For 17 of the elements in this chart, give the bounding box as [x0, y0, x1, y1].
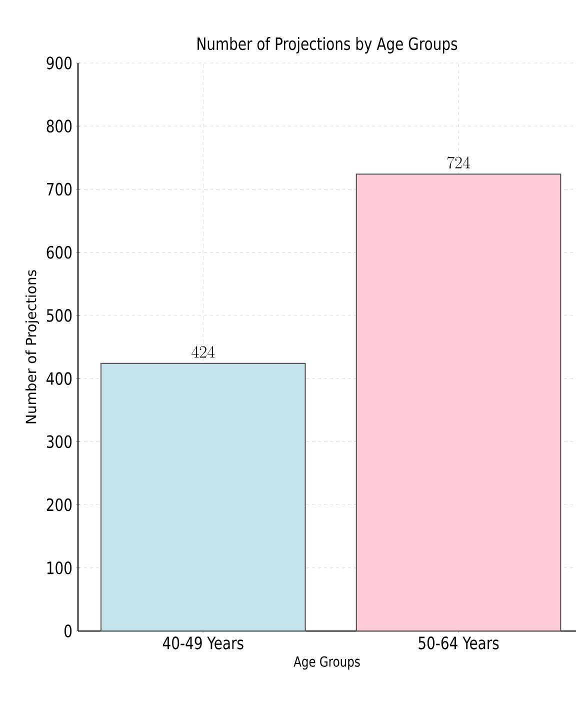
y-tick-label: 0	[64, 624, 72, 638]
y-tick-label: 800	[46, 120, 72, 133]
data-label: 424	[192, 346, 215, 358]
x-tick-label: 40-49 Years	[162, 636, 244, 650]
data-label: 724	[447, 156, 470, 169]
y-tick-label: 500	[46, 309, 72, 322]
y-tick-label: 600	[46, 246, 72, 259]
y-tick-label: 100	[47, 561, 72, 574]
x-tick-label: 50-64 Years	[418, 636, 499, 650]
y-tick-label: 400	[46, 372, 72, 385]
y-tick-label: 300	[46, 435, 72, 448]
y-tick-label: 700	[47, 182, 72, 196]
y-tick-label: 900	[46, 56, 72, 70]
y-axis-title: Number of Projections	[25, 270, 39, 424]
y-tick-label: 200	[46, 498, 72, 512]
x-axis-title: Age Groups	[294, 656, 360, 670]
chart-title: Number of Projections by Age Groups	[198, 37, 458, 54]
